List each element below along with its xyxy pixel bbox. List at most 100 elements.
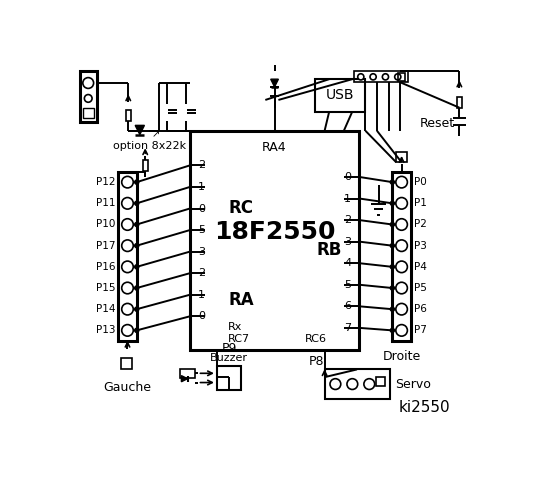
Bar xyxy=(457,97,462,108)
Circle shape xyxy=(396,282,408,294)
Bar xyxy=(376,377,385,386)
Text: 0: 0 xyxy=(344,172,351,182)
Polygon shape xyxy=(135,125,144,134)
Circle shape xyxy=(395,74,401,80)
Text: RA4: RA4 xyxy=(262,141,287,154)
Text: P11: P11 xyxy=(96,198,115,208)
Text: P1: P1 xyxy=(414,198,427,208)
Bar xyxy=(217,366,242,390)
Bar xyxy=(143,160,148,171)
Text: 7: 7 xyxy=(344,323,351,333)
Bar xyxy=(126,110,131,121)
Text: Rx: Rx xyxy=(228,322,243,332)
Text: 1: 1 xyxy=(198,182,205,192)
Text: 6: 6 xyxy=(344,301,351,312)
Text: 2: 2 xyxy=(198,268,205,278)
Text: Gauche: Gauche xyxy=(103,381,152,394)
Circle shape xyxy=(122,324,133,336)
Circle shape xyxy=(396,261,408,273)
Text: P16: P16 xyxy=(96,262,115,272)
Text: RC7: RC7 xyxy=(228,334,251,344)
Bar xyxy=(121,358,132,369)
Circle shape xyxy=(135,180,139,184)
Text: 4: 4 xyxy=(344,258,351,268)
Text: 0: 0 xyxy=(198,204,205,214)
Text: RC: RC xyxy=(228,199,253,217)
Circle shape xyxy=(358,74,364,80)
Circle shape xyxy=(370,74,376,80)
Bar xyxy=(190,131,359,350)
Circle shape xyxy=(83,78,93,88)
Text: P7: P7 xyxy=(414,325,427,336)
Circle shape xyxy=(396,219,408,230)
Circle shape xyxy=(122,219,133,230)
Bar xyxy=(393,171,411,341)
Text: RA: RA xyxy=(228,291,254,309)
Circle shape xyxy=(382,74,389,80)
Circle shape xyxy=(135,202,139,205)
Text: P8: P8 xyxy=(309,355,325,368)
Circle shape xyxy=(122,240,133,252)
Text: RB: RB xyxy=(317,241,342,259)
Text: P3: P3 xyxy=(414,240,427,251)
Text: Servo: Servo xyxy=(395,378,431,391)
Circle shape xyxy=(390,307,394,311)
Circle shape xyxy=(396,240,408,252)
Text: 2: 2 xyxy=(198,160,205,170)
Text: 0: 0 xyxy=(198,312,205,321)
Text: P15: P15 xyxy=(96,283,115,293)
Circle shape xyxy=(330,379,341,389)
Text: Droite: Droite xyxy=(383,350,421,363)
Circle shape xyxy=(390,328,394,332)
Text: $\nearrow$: $\nearrow$ xyxy=(150,130,160,140)
Circle shape xyxy=(390,286,394,290)
Circle shape xyxy=(347,379,358,389)
Circle shape xyxy=(122,261,133,273)
Circle shape xyxy=(390,223,394,227)
Text: RC6: RC6 xyxy=(305,334,327,344)
Bar xyxy=(398,73,405,81)
Circle shape xyxy=(122,198,133,209)
Text: P9: P9 xyxy=(221,342,237,355)
Circle shape xyxy=(390,265,394,269)
Polygon shape xyxy=(271,79,278,87)
Text: 5: 5 xyxy=(344,280,351,290)
Polygon shape xyxy=(181,376,187,382)
Circle shape xyxy=(364,379,375,389)
Circle shape xyxy=(390,180,394,184)
Circle shape xyxy=(135,307,139,311)
Bar xyxy=(180,369,195,378)
Circle shape xyxy=(396,198,408,209)
Circle shape xyxy=(85,95,92,102)
Circle shape xyxy=(396,303,408,315)
Text: 3: 3 xyxy=(198,247,205,257)
Circle shape xyxy=(396,324,408,336)
Bar xyxy=(354,72,408,82)
Circle shape xyxy=(135,244,139,248)
Text: 18F2550: 18F2550 xyxy=(214,220,335,244)
Bar xyxy=(315,79,366,111)
Circle shape xyxy=(135,286,139,290)
Text: 2: 2 xyxy=(344,215,351,225)
Circle shape xyxy=(122,303,133,315)
Text: P2: P2 xyxy=(414,219,427,229)
Circle shape xyxy=(122,176,133,188)
Text: Reset: Reset xyxy=(420,117,455,130)
Circle shape xyxy=(135,328,139,332)
Bar xyxy=(396,152,407,162)
Text: P12: P12 xyxy=(96,177,115,187)
Text: P13: P13 xyxy=(96,325,115,336)
Circle shape xyxy=(122,282,133,294)
Text: 1: 1 xyxy=(198,290,205,300)
Bar xyxy=(118,171,137,341)
Text: P5: P5 xyxy=(414,283,427,293)
Text: 3: 3 xyxy=(344,237,351,247)
Text: P14: P14 xyxy=(96,304,115,314)
Text: P4: P4 xyxy=(414,262,427,272)
Text: 1: 1 xyxy=(344,193,351,204)
Text: P17: P17 xyxy=(96,240,115,251)
Text: P10: P10 xyxy=(96,219,115,229)
Circle shape xyxy=(135,265,139,269)
Circle shape xyxy=(390,244,394,248)
Text: USB: USB xyxy=(326,88,354,102)
